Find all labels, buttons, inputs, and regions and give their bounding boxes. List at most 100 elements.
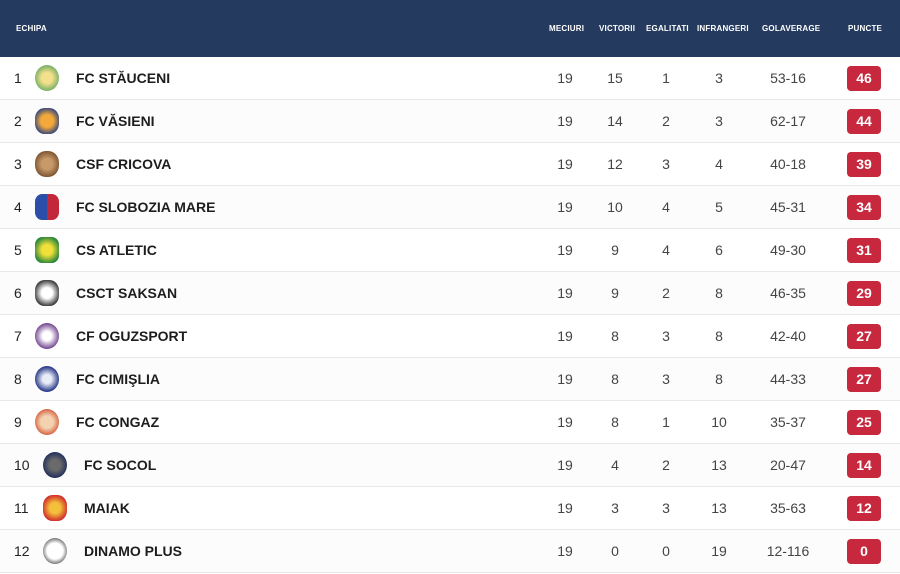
draws-value: 3 [662,328,670,344]
points-badge: 46 [847,66,881,91]
goal-average-value: 44-33 [770,371,806,387]
team-name-link[interactable]: CF OGUZSPORT [76,328,188,344]
played-value: 19 [557,328,573,344]
points-badge: 31 [847,238,881,263]
header-wins: VICTORII [599,24,636,33]
table-body: 1 FC STĂUCENI 19 15 1 3 53-16 46 2 FC VĂ… [0,57,900,573]
congaz-crest-icon [35,409,59,435]
table-row[interactable]: 1 FC STĂUCENI 19 15 1 3 53-16 46 [0,57,900,100]
losses-value: 8 [715,285,723,301]
team-name-link[interactable]: CSCT SAKSAN [76,285,178,301]
table-row[interactable]: 5 CS ATLETIC 19 9 4 6 49-30 31 [0,229,900,272]
team-name-link[interactable]: FC SOCOL [84,457,157,473]
draws-value: 0 [662,543,670,559]
points-badge: 34 [847,195,881,220]
draws-value: 3 [662,371,670,387]
table-row[interactable]: 7 CF OGUZSPORT 19 8 3 8 42-40 27 [0,315,900,358]
points-badge: 25 [847,410,881,435]
goal-average-value: 20-47 [770,457,806,473]
draws-value: 2 [662,113,670,129]
losses-value: 5 [715,199,723,215]
wins-value: 8 [611,328,619,344]
rank: 9 [14,414,22,430]
played-value: 19 [557,543,573,559]
table-header: ECHIPA MECIURI VICTORII EGALITATI INFRAN… [0,0,900,57]
draws-value: 4 [662,242,670,258]
points-badge: 12 [847,496,881,521]
table-row[interactable]: 10 FC SOCOL 19 4 2 13 20-47 14 [0,444,900,487]
rank: 10 [14,457,30,473]
oguzsport-crest-icon [35,323,59,349]
header-team: ECHIPA [16,24,47,33]
wins-value: 8 [611,414,619,430]
header-losses: INFRANGERI [697,24,749,33]
team-name-link[interactable]: FC CIMIŞLIA [76,371,160,387]
team-name-link[interactable]: CS ATLETIC [76,242,157,258]
rank: 2 [14,113,22,129]
saksan-crest-icon [35,280,59,306]
played-value: 19 [557,199,573,215]
team-name-link[interactable]: MAIAK [84,500,130,516]
rank: 1 [14,70,22,86]
table-row[interactable]: 9 FC CONGAZ 19 8 1 10 35-37 25 [0,401,900,444]
header-goal-average: GOLAVERAGE [762,24,821,33]
goal-average-value: 62-17 [770,113,806,129]
header-draws: EGALITATI [646,24,689,33]
played-value: 19 [557,285,573,301]
draws-value: 1 [662,70,670,86]
rank: 8 [14,371,22,387]
played-value: 19 [557,371,573,387]
points-badge: 39 [847,152,881,177]
team-name-link[interactable]: FC SLOBOZIA MARE [76,199,216,215]
vasieni-crest-icon [35,108,59,134]
goal-average-value: 12-116 [766,543,810,559]
played-value: 19 [557,113,573,129]
rank: 5 [14,242,22,258]
table-row[interactable]: 11 MAIAK 19 3 3 13 35-63 12 [0,487,900,530]
team-name-link[interactable]: CSF CRICOVA [76,156,172,172]
table-row[interactable]: 4 FC SLOBOZIA MARE 19 10 4 5 45-31 34 [0,186,900,229]
table-row[interactable]: 12 DINAMO PLUS 19 0 0 19 12-116 0 [0,530,900,573]
wins-value: 12 [607,156,623,172]
points-badge: 27 [847,324,881,349]
draws-value: 4 [662,199,670,215]
goal-average-value: 53-16 [770,70,806,86]
goal-average-value: 35-63 [770,500,806,516]
losses-value: 8 [715,371,723,387]
points-badge: 0 [847,539,881,564]
table-row[interactable]: 6 CSCT SAKSAN 19 9 2 8 46-35 29 [0,272,900,315]
goal-average-value: 45-31 [770,199,806,215]
maiak-crest-icon [43,495,67,521]
table-row[interactable]: 2 FC VĂSIENI 19 14 2 3 62-17 44 [0,100,900,143]
table-row[interactable]: 3 CSF CRICOVA 19 12 3 4 40-18 39 [0,143,900,186]
rank: 12 [14,543,30,559]
losses-value: 13 [711,457,727,473]
wins-value: 10 [607,199,623,215]
team-name-link[interactable]: FC CONGAZ [76,414,160,430]
team-name-link[interactable]: FC STĂUCENI [76,70,171,86]
draws-value: 2 [662,457,670,473]
losses-value: 10 [711,414,727,430]
goal-average-value: 35-37 [770,414,806,430]
wins-value: 14 [607,113,623,129]
draws-value: 3 [662,500,670,516]
wins-value: 9 [611,242,619,258]
points-badge: 44 [847,109,881,134]
losses-value: 3 [715,70,723,86]
table-row[interactable]: 8 FC CIMIŞLIA 19 8 3 8 44-33 27 [0,358,900,401]
goal-average-value: 42-40 [770,328,806,344]
played-value: 19 [557,156,573,172]
wins-value: 3 [611,500,619,516]
rank: 4 [14,199,22,215]
played-value: 19 [557,500,573,516]
losses-value: 8 [715,328,723,344]
goal-average-value: 40-18 [770,156,806,172]
played-value: 19 [557,414,573,430]
wins-value: 9 [611,285,619,301]
points-badge: 27 [847,367,881,392]
team-name-link[interactable]: DINAMO PLUS [84,543,182,559]
team-name-link[interactable]: FC VĂSIENI [76,113,155,129]
goal-average-value: 46-35 [770,285,806,301]
header-played: MECIURI [549,24,585,33]
